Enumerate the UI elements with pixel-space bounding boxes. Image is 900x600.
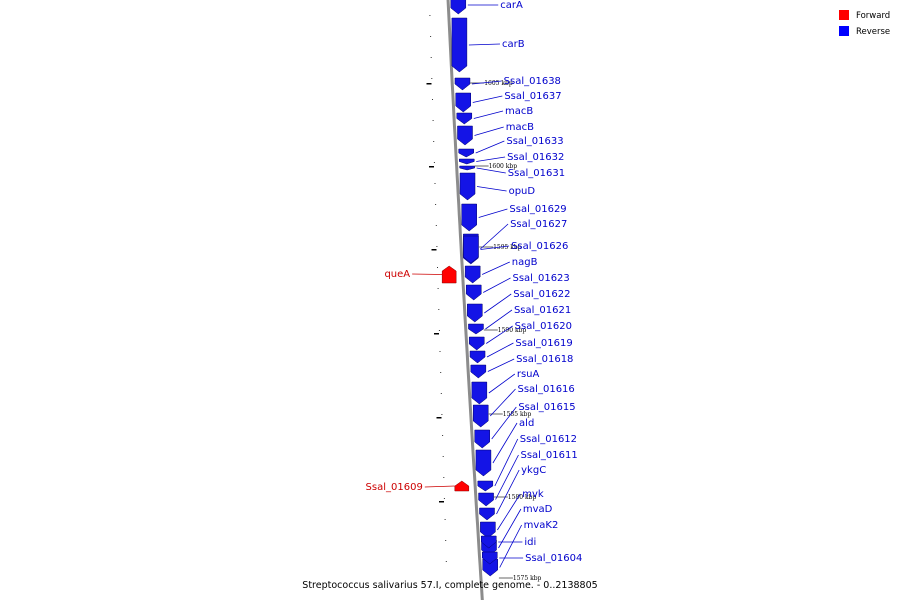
position-tick-label: 1600 kbp	[489, 163, 518, 170]
gene-label[interactable]: Ssal_01629	[509, 204, 566, 215]
gene-label[interactable]: Ssal_01633	[506, 136, 563, 147]
reverse-gene-arrow[interactable]	[463, 235, 479, 264]
reverse-gene-arrow[interactable]	[468, 323, 484, 335]
legend-reverse-label: Reverse	[856, 27, 890, 37]
gene-label[interactable]: Ssal_01627	[510, 219, 567, 230]
gene-label[interactable]: Ssal_01620	[515, 321, 572, 332]
gene-label[interactable]: carB	[502, 39, 525, 50]
position-tick-label: 1605 kbp	[484, 80, 513, 87]
gene-label[interactable]: Ssal_01622	[513, 289, 570, 300]
gene-label[interactable]: rsuA	[517, 369, 540, 380]
gene-label[interactable]: carA	[500, 0, 523, 11]
reverse-gene-arrow[interactable]	[459, 158, 475, 165]
legend-forward-label: Forward	[856, 11, 890, 21]
gene-label[interactable]: Ssal_01609	[366, 482, 423, 493]
gene-label[interactable]: mvk	[522, 489, 544, 500]
gene-label[interactable]: Ssal_01632	[507, 152, 564, 163]
reverse-gene-arrow[interactable]	[465, 284, 482, 301]
reverse-gene-arrow[interactable]	[468, 336, 485, 351]
reverse-gene-arrow[interactable]	[480, 521, 496, 539]
reverse-gene-arrow[interactable]	[464, 265, 481, 284]
reverse-gene-arrow[interactable]	[454, 77, 471, 91]
gene-label[interactable]: mvaD	[523, 504, 553, 515]
gene-label[interactable]: macB	[506, 122, 534, 133]
reverse-gene-arrow[interactable]	[477, 480, 494, 492]
gene-label[interactable]: Ssal_01623	[513, 273, 570, 284]
gene-label[interactable]: opuD	[509, 186, 536, 197]
gene-label[interactable]: Ssal_01626	[511, 241, 568, 252]
reverse-gene-arrow[interactable]	[456, 112, 473, 125]
reverse-gene-arrow[interactable]	[479, 507, 495, 521]
reverse-gene-arrow[interactable]	[459, 165, 475, 171]
legend: Forward Reverse	[839, 10, 890, 37]
reverse-gene-arrow[interactable]	[472, 404, 489, 428]
gene-label[interactable]: Ssal_01637	[504, 91, 561, 102]
gene-label[interactable]: nagB	[512, 257, 538, 268]
genome-backbone	[446, 0, 484, 600]
reverse-gene-arrow[interactable]	[469, 350, 486, 364]
gene-label[interactable]: ald	[519, 418, 534, 429]
position-tick: 1585 kbp	[488, 411, 532, 418]
legend-forward-swatch	[839, 10, 849, 20]
forward-gene-arrow[interactable]	[454, 480, 470, 492]
position-tick: 1590 kbp	[483, 327, 527, 334]
ruler-dots	[426, 15, 447, 562]
gene-label[interactable]: Ssal_01621	[514, 305, 571, 316]
gene-label[interactable]: Ssal_01611	[520, 450, 577, 461]
position-ticks: 1605 kbp 1600 kbp 1595 kbp 1590 kbp 1585 kbp…	[470, 80, 542, 582]
gene-label[interactable]: Ssal_01631	[508, 168, 565, 179]
reverse-gene-arrow[interactable]	[470, 364, 487, 379]
gene-label[interactable]: Ssal_01616	[518, 384, 575, 395]
gene-label[interactable]: mvaK2	[524, 520, 559, 531]
position-tick-label: 1580 kbp	[508, 494, 537, 501]
reverse-gene-arrow[interactable]	[451, 17, 468, 73]
reverse-gene-arrow[interactable]	[471, 381, 488, 405]
gene-labels: carA carB Ssal_01638 Ssal_01637 macB macB Ssal…	[366, 0, 582, 568]
reverse-gene-arrow[interactable]	[459, 172, 476, 201]
reverse-gene-arrow[interactable]	[474, 429, 490, 449]
reverse-gene-arrow[interactable]	[457, 125, 473, 146]
genome-caption: Streptococcus salivarius 57.I, complete …	[302, 580, 597, 591]
gene-label[interactable]: Ssal_01618	[516, 354, 573, 365]
gene-label[interactable]: Ssal_01638	[504, 76, 561, 87]
reverse-gene-arrow[interactable]	[482, 551, 498, 565]
reverse-gene-arrow[interactable]	[475, 449, 492, 477]
position-tick: 1595 kbp	[479, 244, 522, 251]
reverse-gene-arrow[interactable]	[455, 92, 472, 113]
position-tick-label: 1575 kbp	[513, 575, 542, 582]
gene-label[interactable]: queA	[384, 269, 410, 280]
legend-reverse-swatch	[839, 26, 849, 36]
gene-label[interactable]: Ssal_01615	[518, 402, 575, 413]
position-tick-label: 1590 kbp	[498, 327, 527, 334]
gene-track	[441, 0, 498, 577]
gene-label[interactable]: macB	[505, 106, 533, 117]
position-tick: 1575 kbp	[498, 575, 542, 582]
reverse-gene-arrow[interactable]	[461, 203, 477, 232]
gene-label[interactable]: Ssal_01619	[515, 338, 572, 349]
reverse-gene-arrow[interactable]	[450, 0, 467, 15]
reverse-gene-arrow[interactable]	[480, 535, 497, 549]
position-tick-label: 1595 kbp	[493, 244, 522, 251]
gene-label[interactable]: idi	[524, 537, 536, 548]
reverse-gene-arrow[interactable]	[478, 492, 494, 507]
position-tick-label: 1585 kbp	[503, 411, 532, 418]
forward-gene-arrow[interactable]	[441, 265, 457, 284]
gene-label[interactable]: Ssal_01604	[525, 553, 582, 564]
reverse-gene-arrow[interactable]	[467, 303, 483, 323]
reverse-gene-arrow[interactable]	[458, 148, 474, 158]
gene-label[interactable]: Ssal_01612	[520, 434, 577, 445]
position-tick: 1600 kbp	[474, 163, 518, 170]
gene-label[interactable]: ykgC	[521, 465, 546, 476]
